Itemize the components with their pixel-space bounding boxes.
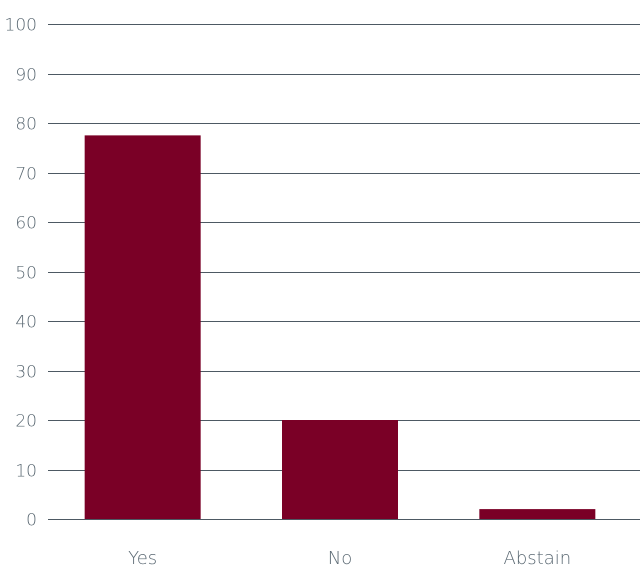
- y-tick-label: 30: [15, 363, 37, 383]
- x-category-label: Yes: [128, 548, 157, 567]
- y-tick-label: 100: [5, 16, 37, 36]
- y-tick-label: 50: [15, 264, 37, 284]
- x-axis-labels: Yes No Abstain: [128, 548, 571, 567]
- bar-no: [282, 420, 398, 519]
- y-tick-label: 0: [26, 511, 37, 531]
- x-category-label: Abstain: [504, 548, 572, 567]
- bars: [84, 135, 596, 519]
- x-category-label: No: [328, 548, 352, 567]
- bar-abstain: [479, 509, 596, 519]
- y-axis-ticks: 0 10 20 30 40 50 60 70 80 90 100: [5, 16, 37, 531]
- y-tick-label: 10: [15, 462, 37, 482]
- y-tick-label: 20: [15, 412, 37, 432]
- y-tick-label: 80: [15, 115, 37, 135]
- bar-yes: [84, 135, 201, 519]
- y-tick-label: 90: [15, 66, 37, 86]
- y-tick-label: 40: [15, 313, 37, 333]
- y-tick-label: 60: [15, 214, 37, 234]
- y-tick-label: 70: [15, 165, 37, 185]
